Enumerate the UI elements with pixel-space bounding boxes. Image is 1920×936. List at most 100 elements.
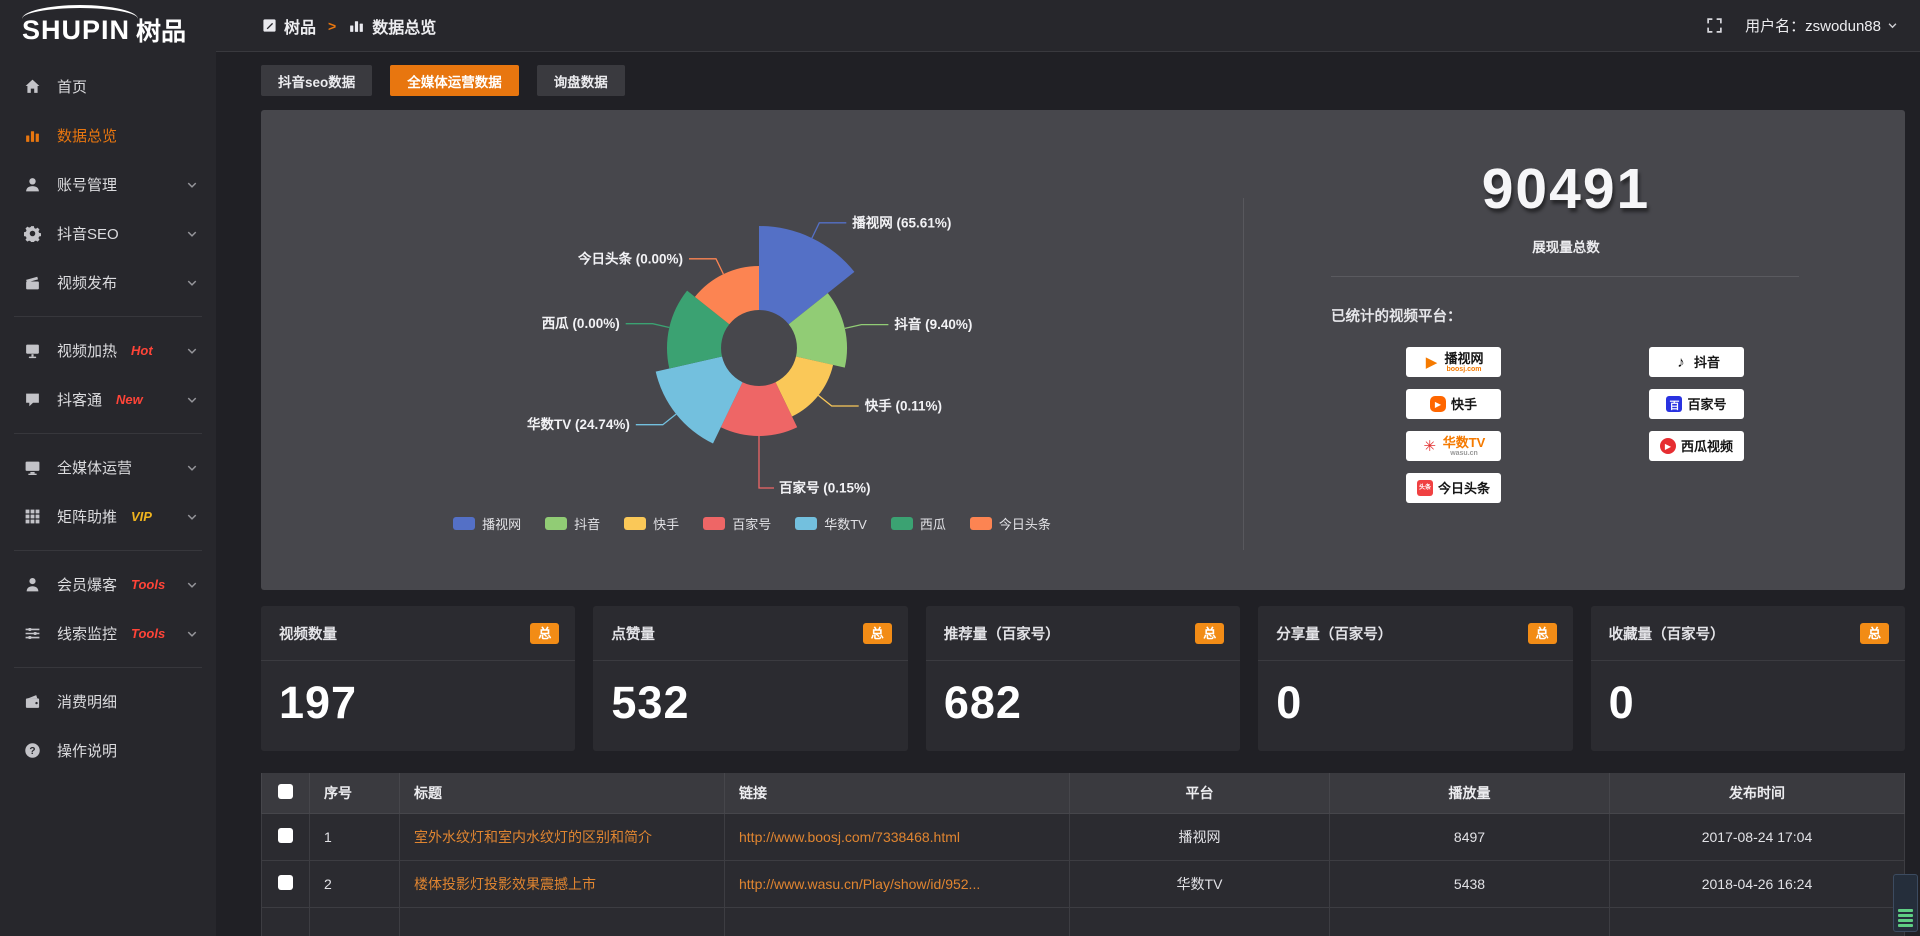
sidebar-item-consumption-detail[interactable]: 消费明细 — [0, 677, 216, 726]
chart-icon — [348, 17, 365, 34]
sidebar-item-clue-monitor[interactable]: 线索监控 Tools — [0, 609, 216, 658]
platform-badge-wasu[interactable]: ✳ 华数TV wasu.cn — [1406, 431, 1501, 461]
wasu-logo-icon: ✳ — [1423, 438, 1436, 455]
pie-slice-今日头条[interactable] — [694, 266, 759, 325]
user-label: 用户名：zswodun88 — [1745, 18, 1881, 35]
stat-card-value: 197 — [279, 677, 358, 728]
pie-slice-快手[interactable] — [775, 356, 834, 417]
platforms-label: 已统计的视频平台： — [1331, 309, 1462, 325]
column-header: 发布时间 — [1609, 773, 1905, 814]
stat-card-favorite-count: 收藏量（百家号） 总 0 — [1590, 606, 1906, 751]
legend-label: 今日头条 — [998, 517, 1051, 532]
legend-item-今日头条[interactable]: 今日头条 — [969, 514, 1051, 533]
fullscreen-icon[interactable] — [1706, 17, 1723, 34]
chevron-down-icon — [186, 628, 198, 640]
select-all-checkbox[interactable] — [278, 783, 293, 799]
stat-card-like-count: 点赞量 总 532 — [593, 606, 908, 751]
divider — [1331, 276, 1799, 277]
logo[interactable]: SHUPIN 树品 — [0, 0, 216, 52]
legend-item-快手[interactable]: 快手 — [624, 514, 679, 533]
totals-area: 90491 展现量总数 已统计的视频平台： ▶ 播视网 boosj.com ▶ 快手 ✳ 华… — [1243, 110, 1905, 590]
home-icon — [24, 78, 42, 96]
table-header-row: 序号 标题 链接 平台 播放量 发布时间 — [261, 773, 1905, 814]
column-header: 播放量 — [1329, 773, 1610, 814]
legend-item-播视网[interactable]: 播视网 — [453, 514, 521, 533]
legend-label: 播视网 — [482, 517, 522, 532]
tab-douyin-seo-data[interactable]: 抖音seo数据 — [261, 65, 373, 96]
chevron-down-icon — [186, 462, 198, 474]
column-header: 链接 — [724, 773, 1070, 814]
content: 抖音seo数据 全媒体运营数据 询盘数据 播视网 (65.61%) 抖音 (9.40%… — [216, 52, 1920, 936]
total-badge[interactable]: 总 — [1527, 622, 1557, 644]
cell-title[interactable]: 楼体投影灯投影效果震撼上市 — [399, 859, 725, 908]
total-badge[interactable]: 总 — [530, 622, 560, 644]
sidebar-item-video-publish[interactable]: 视频发布 — [0, 258, 216, 307]
sidebar-item-operation-guide[interactable]: ? 操作说明 — [0, 726, 216, 775]
legend-item-抖音[interactable]: 抖音 — [545, 514, 600, 533]
pie-label-line — [625, 323, 670, 329]
sidebar-item-label: 消费明细 — [57, 694, 118, 711]
sidebar-item-video-heat[interactable]: 视频加热 Hot — [0, 326, 216, 375]
total-badge[interactable]: 总 — [1860, 622, 1890, 644]
sidebar-item-home[interactable]: 首页 — [0, 62, 216, 111]
cell-link[interactable]: http://www.boosj.com/7338468.html — [724, 812, 1070, 861]
table-head: 序号 标题 链接 平台 播放量 发布时间 — [261, 773, 1905, 814]
question-icon: ? — [24, 742, 42, 760]
legend-item-华数TV[interactable]: 华数TV — [795, 514, 867, 533]
sidebar-item-matrix-boost[interactable]: 矩阵助推 VIP — [0, 492, 216, 541]
sidebar-item-member-baoke[interactable]: 会员爆客 Tools — [0, 560, 216, 609]
chevron-down-icon — [1887, 20, 1898, 31]
breadcrumb-item-shupin[interactable]: 树品 — [262, 14, 316, 38]
sidebar-item-label: 矩阵助推 — [57, 509, 118, 526]
platform-sub: wasu.cn — [1450, 449, 1478, 457]
sidebar-item-label: 线索监控 — [57, 626, 118, 643]
breadcrumb-separator: > — [328, 17, 337, 34]
platform-name: 抖音 — [1693, 354, 1720, 370]
sidebar-item-media-operation[interactable]: 全媒体运营 — [0, 443, 216, 492]
tab-media-operation-data[interactable]: 全媒体运营数据 — [390, 65, 519, 96]
tab-inquiry-data[interactable]: 询盘数据 — [536, 65, 625, 96]
stat-card-value: 0 — [1608, 677, 1635, 728]
cell-title[interactable]: 室外水纹灯和室内水纹灯的区别和简介 — [399, 812, 725, 861]
breadcrumb-label: 树品 — [284, 19, 317, 37]
total-badge[interactable]: 总 — [862, 622, 892, 644]
cell-link[interactable]: http://www.wasu.cn/Play/show/id/952... — [724, 859, 1070, 908]
platform-badge-toutiao[interactable]: 头条 今日头条 — [1406, 473, 1501, 503]
pie-slice-华数TV[interactable] — [655, 356, 743, 444]
platform-badge-kuaishou[interactable]: ▶ 快手 — [1406, 389, 1501, 419]
stat-card-value: 532 — [611, 677, 690, 728]
total-badge[interactable]: 总 — [1195, 622, 1225, 644]
legend-item-西瓜[interactable]: 西瓜 — [890, 514, 946, 533]
platform-badge-boosj[interactable]: ▶ 播视网 boosj.com — [1406, 347, 1501, 377]
platform-badge-xigua[interactable]: ▶ 西瓜视频 — [1649, 431, 1744, 461]
platform-badge-baijiahao[interactable]: 百百家号 — [1649, 389, 1744, 419]
breadcrumb-item-data-overview[interactable]: 数据总览 — [348, 14, 436, 38]
pie-label: 百家号 (0.15%) — [779, 480, 871, 496]
sidebar-item-label: 视频加热 — [57, 343, 118, 360]
row-checkbox[interactable] — [278, 874, 293, 890]
platform-badge-douyin[interactable]: ♪ 抖音 — [1649, 347, 1744, 377]
legend-item-百家号[interactable]: 百家号 — [703, 514, 771, 533]
pie-slice-播视网[interactable] — [759, 226, 855, 325]
pie-slice-百家号[interactable] — [720, 382, 798, 437]
user-menu[interactable]: 用户名：zswodun88 — [1745, 15, 1898, 36]
cell-index: 1 — [309, 812, 400, 861]
pie-label: 华数TV (24.74%) — [527, 416, 630, 432]
pie-slice-抖音[interactable] — [788, 293, 848, 368]
toutiao-logo-icon: 头条 — [1416, 480, 1433, 496]
chart-icon — [24, 127, 42, 145]
grid-icon — [24, 508, 42, 526]
stat-card-header: 分享量（百家号） 总 — [1258, 606, 1573, 661]
sidebar-item-douketong[interactable]: 抖客通 New — [0, 375, 216, 424]
chevron-down-icon — [186, 228, 198, 240]
row-checkbox[interactable] — [278, 827, 293, 843]
sidebar-item-douyin-seo[interactable]: 抖音SEO — [0, 209, 216, 258]
platform-name: 西瓜视频 — [1680, 438, 1733, 454]
floating-widget[interactable] — [1893, 874, 1918, 932]
sidebar-item-data-overview[interactable]: 数据总览 — [0, 111, 216, 160]
pie-label: 播视网 (65.61%) — [852, 214, 951, 230]
pie-label-line — [689, 258, 724, 275]
pie-slice-西瓜[interactable] — [666, 290, 730, 369]
table-body: 1 室外水纹灯和室内水纹灯的区别和简介 http://www.boosj.com/7… — [261, 812, 1905, 936]
sidebar-item-account-manage[interactable]: 账号管理 — [0, 160, 216, 209]
